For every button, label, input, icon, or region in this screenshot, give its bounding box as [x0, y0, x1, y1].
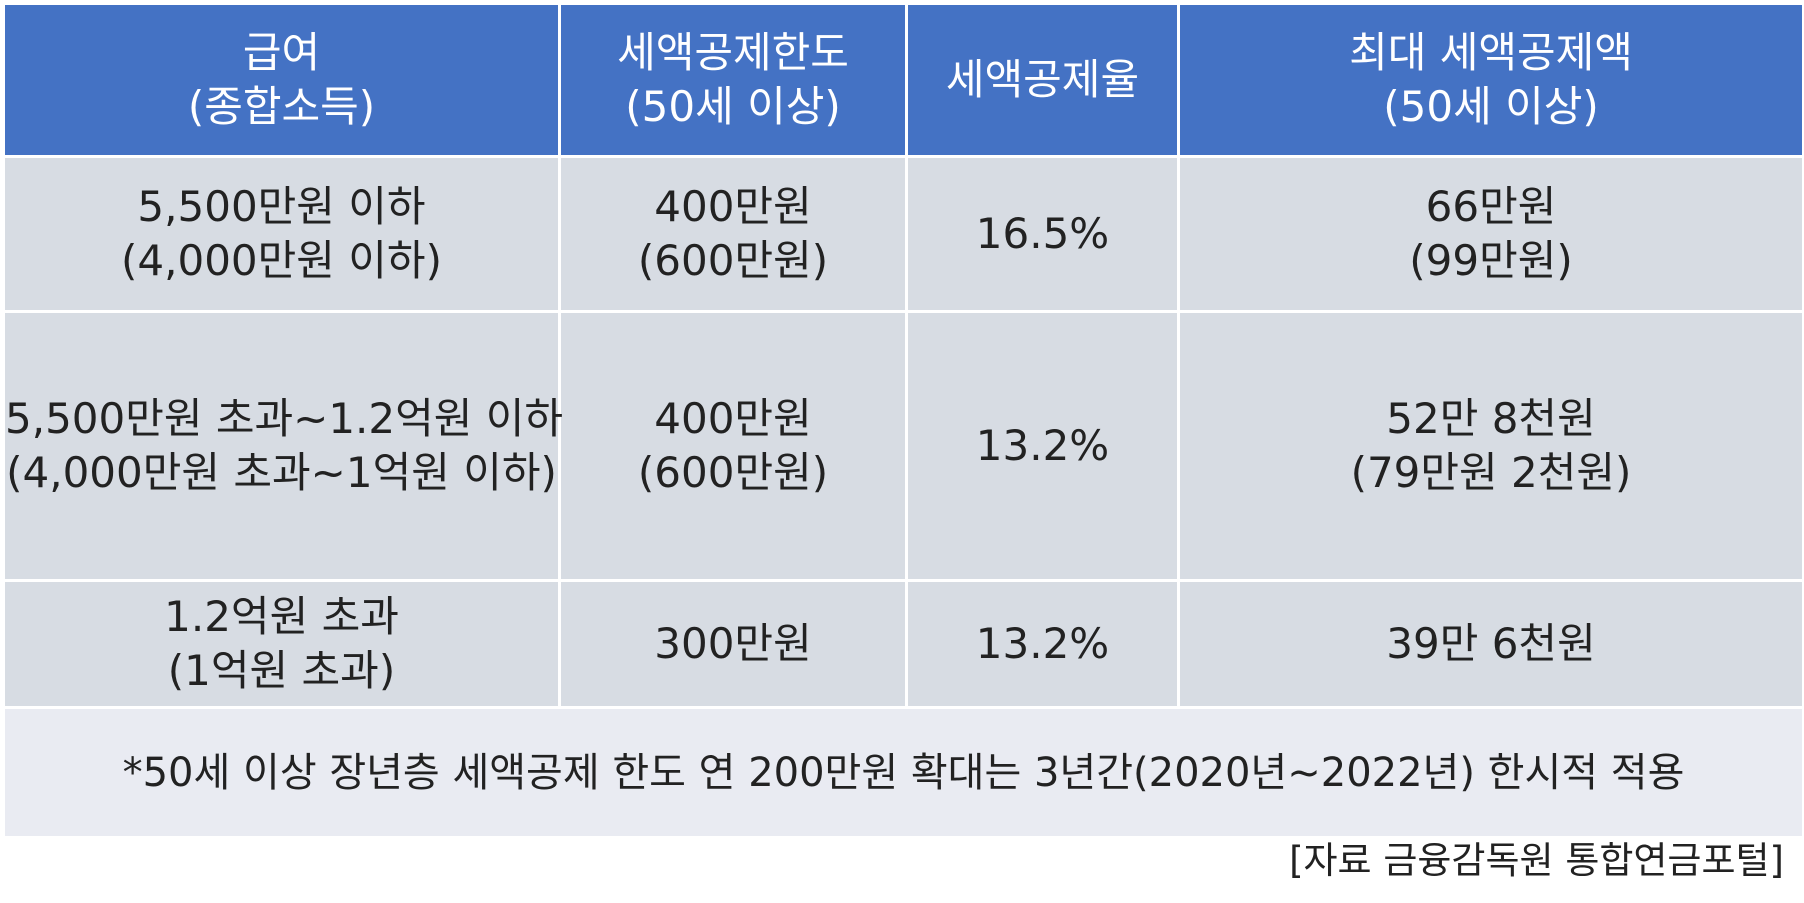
header-credit-rate: 세액공제율 — [905, 2, 1180, 158]
limit-line1: 400만원 — [654, 394, 812, 443]
max-line2: (79만원 2천원) — [1350, 448, 1632, 497]
limit-line2: (600만원) — [637, 448, 829, 497]
max-line1: 52만 8천원 — [1386, 394, 1596, 443]
limit-line2: (600만원) — [637, 236, 829, 285]
header-salary-line1: 급여 — [242, 28, 321, 77]
header-max-credit: 최대 세액공제액 (50세 이상) — [1177, 2, 1804, 158]
salary-cell: 5,500만원 초과~1.2억원 이하 (4,000만원 초과~1억원 이하) — [2, 310, 564, 582]
limit-line1: 400만원 — [654, 182, 812, 231]
max-line1: 66만원 — [1425, 182, 1557, 231]
max-line1: 39만 6천원 — [1386, 619, 1596, 668]
table-row: 5,500만원 초과~1.2억원 이하 (4,000만원 초과~1억원 이하) … — [2, 310, 1804, 582]
footnote-row: *50세 이상 장년층 세액공제 한도 연 200만원 확대는 3년간(2020… — [2, 706, 1804, 839]
salary-line1: 5,500만원 이하 — [137, 182, 426, 231]
header-row: 급여 (종합소득) 세액공제한도 (50세 이상) 세액공제율 최대 세액공제액… — [2, 2, 1804, 158]
header-max-line1: 최대 세액공제액 — [1349, 28, 1633, 77]
rate-cell: 13.2% — [905, 310, 1180, 582]
header-limit-line2: (50세 이상) — [625, 82, 841, 131]
salary-cell: 1.2억원 초과 (1억원 초과) — [2, 579, 561, 709]
salary-line2: (1억원 초과) — [167, 646, 396, 695]
header-credit-limit: 세액공제한도 (50세 이상) — [558, 2, 908, 158]
salary-line2: (4,000만원 이하) — [121, 236, 442, 285]
header-rate-line1: 세액공제율 — [945, 55, 1140, 104]
max-cell: 52만 8천원 (79만원 2천원) — [1177, 310, 1804, 582]
salary-line1: 5,500만원 초과~1.2억원 이하 — [5, 394, 564, 443]
table-row: 1.2억원 초과 (1억원 초과) 300만원 13.2% 39만 6천원 — [2, 579, 1804, 709]
footnote-text: *50세 이상 장년층 세액공제 한도 연 200만원 확대는 3년간(2020… — [2, 706, 1804, 839]
header-salary-line2: (종합소득) — [187, 82, 376, 131]
salary-line1: 1.2억원 초과 — [164, 592, 399, 641]
max-line2: (99만원) — [1409, 236, 1573, 285]
header-limit-line1: 세액공제한도 — [617, 28, 849, 77]
rate-cell: 16.5% — [905, 155, 1180, 313]
tax-credit-table: 급여 (종합소득) 세액공제한도 (50세 이상) 세액공제율 최대 세액공제액… — [2, 2, 1804, 839]
source-caption: [자료 금융감독원 통합연금포털] — [1289, 839, 1784, 882]
rate-cell: 13.2% — [905, 579, 1180, 709]
limit-line1: 300만원 — [654, 619, 812, 668]
table-row: 5,500만원 이하 (4,000만원 이하) 400만원 (600만원) 16… — [2, 155, 1804, 313]
limit-cell: 400만원 (600만원) — [558, 310, 908, 582]
limit-cell: 400만원 (600만원) — [558, 155, 908, 313]
limit-cell: 300만원 — [558, 579, 908, 709]
salary-cell: 5,500만원 이하 (4,000만원 이하) — [2, 155, 561, 313]
header-max-line2: (50세 이상) — [1383, 82, 1599, 131]
max-cell: 66만원 (99만원) — [1177, 155, 1804, 313]
salary-line2: (4,000만원 초과~1억원 이하) — [6, 448, 557, 497]
max-cell: 39만 6천원 — [1177, 579, 1804, 709]
header-salary: 급여 (종합소득) — [2, 2, 561, 158]
